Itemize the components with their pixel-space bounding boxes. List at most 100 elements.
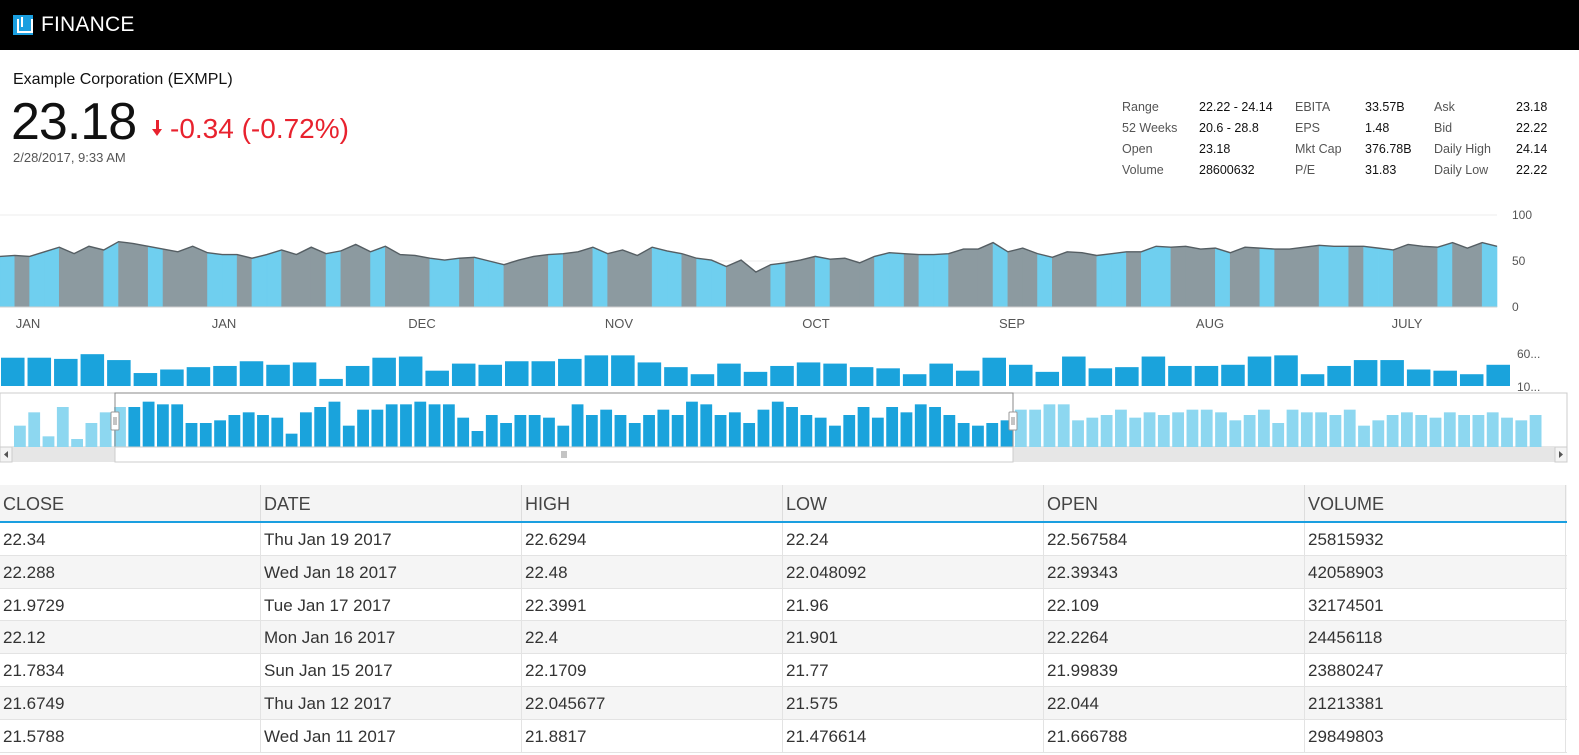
table-cell: 42058903 xyxy=(1305,555,1566,588)
table-cell: 22.12 xyxy=(0,621,261,654)
stat-value: 1.48 xyxy=(1365,121,1390,135)
table-cell: Wed Jan 18 2017 xyxy=(261,555,522,588)
price-area-segment xyxy=(785,259,801,308)
volume-bar xyxy=(929,363,953,386)
stat-value: 22.22 xyxy=(1516,121,1548,135)
navigator-bar xyxy=(671,415,684,447)
volume-axis-tick-label: 60... xyxy=(1517,347,1540,361)
company-name: Example Corporation (EXMPL) xyxy=(13,71,233,88)
price-area-segment xyxy=(1304,245,1320,308)
grid-header-date[interactable]: DATE xyxy=(261,485,522,521)
price-grid[interactable]: CLOSE DATE HIGH LOW OPEN VOLUME 22.34 Thu… xyxy=(0,485,1567,755)
table-cell: 22.34 xyxy=(0,523,261,555)
volume-bar xyxy=(80,354,105,386)
stats-column-1: Range 22.22 - 24.14 52 Weeks 20.6 - 28.8 O… xyxy=(1122,98,1273,182)
table-row[interactable]: 21.5788 Wed Jan 11 2017 21.8817 21.476614 21… xyxy=(0,719,1567,753)
price-area-segment xyxy=(1422,245,1439,308)
table-row[interactable]: 21.7834 Sun Jan 15 2017 22.1709 21.77 21.998… xyxy=(0,654,1567,687)
price-area-segment xyxy=(281,249,297,308)
navigator-bar xyxy=(786,407,798,447)
stat-value: 33.57B xyxy=(1365,100,1405,114)
stock-chart[interactable]: 100 50 0 JAN JAN DEC NOV OCT SEP AUG JULY 60... 10..… xyxy=(0,200,1579,465)
price-area-segment xyxy=(740,259,757,308)
navigator-bar xyxy=(614,415,627,447)
navigator-bar xyxy=(857,407,870,447)
price-area-segment xyxy=(963,248,979,308)
table-cell: 21.666788 xyxy=(1044,719,1305,752)
navigator-bar xyxy=(829,425,841,447)
navigator-bar xyxy=(1501,417,1513,447)
volume-bar xyxy=(849,367,874,386)
volume-bar xyxy=(1062,356,1086,386)
navigator-bar xyxy=(1515,420,1528,447)
price-area-segment xyxy=(355,243,371,308)
volume-bar xyxy=(133,373,158,386)
price-area-segment xyxy=(310,246,327,308)
navigator-bar xyxy=(814,417,827,447)
navigator-bar xyxy=(1143,412,1156,447)
price-area-segment xyxy=(1007,247,1024,308)
price-area-segment xyxy=(1274,248,1290,308)
chart-canvas[interactable]: 100 50 0 JAN JAN DEC NOV OCT SEP AUG JULY 60... 10..… xyxy=(0,200,1579,465)
x-axis-tick-label: JAN xyxy=(16,316,41,331)
price-area-segment xyxy=(1467,242,1483,308)
navigator-bar xyxy=(285,433,298,447)
grid-header-open[interactable]: OPEN xyxy=(1044,485,1305,521)
volume-bar xyxy=(160,369,184,386)
app-title: FINANCE xyxy=(41,13,135,36)
price-area-segment xyxy=(1259,247,1275,308)
price-area-segment xyxy=(503,259,520,308)
navigator-bar xyxy=(185,423,198,447)
navigator-handle[interactable] xyxy=(110,411,120,431)
price-area-segment xyxy=(177,245,193,308)
table-row[interactable]: 21.6749 Thu Jan 12 2017 22.045677 21.575 22.… xyxy=(0,686,1567,720)
price-area-segment xyxy=(133,243,149,308)
price-area-segment xyxy=(1215,247,1231,308)
price-area-segment xyxy=(903,253,920,308)
price-line xyxy=(0,240,1498,273)
table-row[interactable]: 22.12 Mon Jan 16 2017 22.4 21.901 22.2264 244… xyxy=(0,621,1567,655)
navigator-bar xyxy=(371,409,384,447)
navigator-handle[interactable] xyxy=(1008,411,1018,431)
table-cell: 22.109 xyxy=(1044,588,1305,621)
volume-bar xyxy=(1459,374,1484,386)
navigator-bar xyxy=(743,423,756,447)
grid-header-volume[interactable]: VOLUME xyxy=(1305,485,1566,521)
volume-bar xyxy=(1115,367,1139,386)
volume-bar xyxy=(1088,368,1113,386)
table-cell: 29849803 xyxy=(1305,719,1566,752)
stat-label: Open xyxy=(1122,142,1153,156)
table-row[interactable]: 22.288 Wed Jan 18 2017 22.48 22.048092 22.39… xyxy=(0,555,1567,589)
volume-bar xyxy=(1433,370,1457,386)
navigator-bar xyxy=(1243,415,1256,447)
volume-bar xyxy=(743,371,768,386)
volume-bar xyxy=(955,370,980,386)
table-row[interactable]: 22.34 Thu Jan 19 2017 22.6294 22.24 22.56758… xyxy=(0,523,1567,556)
grid-header-low[interactable]: LOW xyxy=(783,485,1044,521)
price-area-segment xyxy=(1229,246,1246,308)
table-cell: Thu Jan 19 2017 xyxy=(261,523,522,555)
price-area-segment xyxy=(1096,253,1112,308)
volume-bar xyxy=(823,363,847,386)
navigator-bar xyxy=(42,436,55,447)
price-area-segment xyxy=(88,245,105,308)
stat-label: Bid xyxy=(1434,121,1453,135)
table-row[interactable]: 21.9729 Tue Jan 17 2017 22.3991 21.96 22.109… xyxy=(0,588,1567,622)
stat-value: 22.22 xyxy=(1516,163,1548,177)
navigator-bar xyxy=(1429,417,1442,447)
navigator-bar xyxy=(85,423,98,447)
price-area-segment xyxy=(533,254,549,308)
volume-bar xyxy=(266,364,290,386)
price-area-segment xyxy=(29,251,45,308)
grid-header-high[interactable]: HIGH xyxy=(522,485,783,521)
navigator-bar xyxy=(471,431,484,447)
volume-bar xyxy=(107,360,131,386)
volume-bar xyxy=(1247,356,1272,386)
volume-bar xyxy=(239,361,264,386)
navigator-bar xyxy=(257,415,269,447)
navigator-bar xyxy=(485,415,498,447)
price-area-segment xyxy=(770,262,786,308)
price-area-segment xyxy=(666,250,683,308)
grid-header-close[interactable]: CLOSE xyxy=(0,485,261,521)
navigator-bar xyxy=(1529,415,1542,447)
